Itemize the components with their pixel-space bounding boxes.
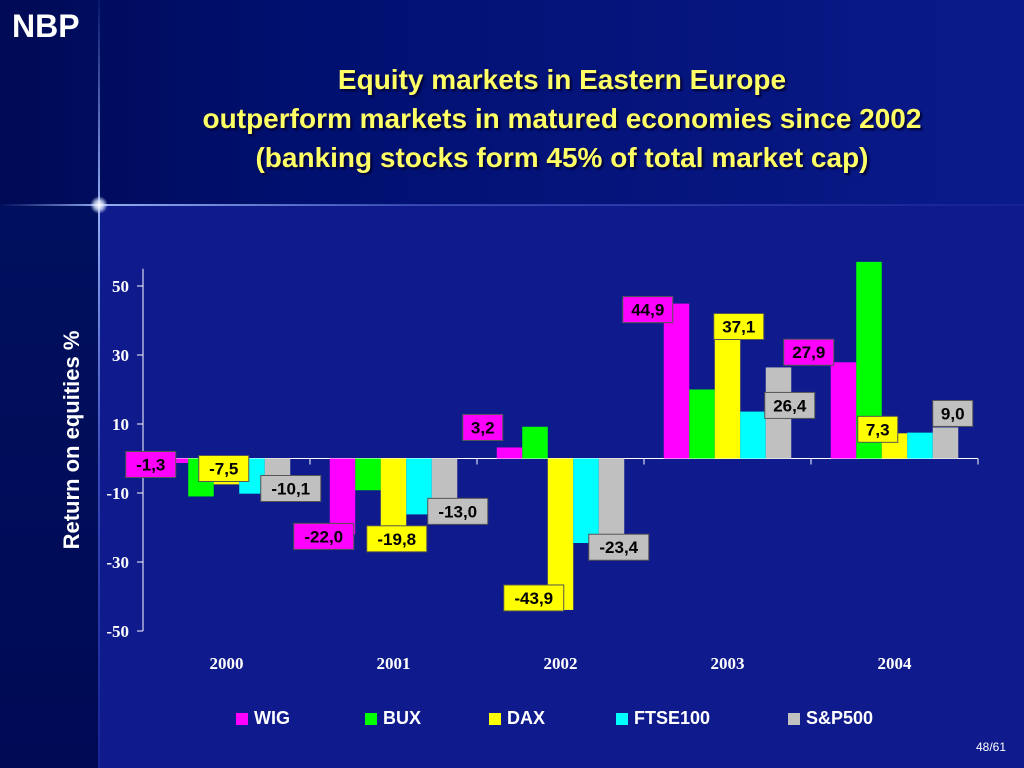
data-label-dax-2001: -19,8: [377, 530, 416, 549]
header-band: [0, 0, 1024, 205]
data-label-box-sp500-2002: [588, 533, 650, 561]
bar-wig-2004: [830, 362, 857, 459]
data-label-sp500-2000: -10,1: [271, 480, 310, 499]
legend-item-sp500: S&P500: [788, 708, 873, 729]
data-label-sp500-2002: -23,4: [599, 538, 638, 557]
bar-ftse100-2004: [907, 432, 933, 459]
data-label-sp500-2004: 9,0: [941, 404, 965, 423]
data-label-box-dax-2003: [713, 313, 765, 341]
data-label-wig-2003: 44,9: [631, 301, 664, 320]
y-tick-label-3: -10: [106, 484, 129, 503]
legend-item-dax: DAX: [489, 708, 545, 729]
data-label-box-wig-2003: [622, 296, 674, 324]
y-tick-label-0: 50: [112, 277, 129, 296]
bar-sp500-2001: [431, 458, 458, 504]
data-label-wig-2000: -1,3: [136, 456, 165, 475]
legend-swatch: [236, 712, 248, 725]
data-label-box-wig-2004: [783, 338, 835, 366]
data-label-box-dax-2002: [503, 584, 565, 612]
legend-label: WIG: [254, 708, 290, 728]
x-tick-label-2000: 2000: [210, 654, 244, 673]
legend-label: BUX: [383, 708, 422, 728]
logo: NBP: [12, 8, 80, 44]
x-tick-label-2003: 2003: [711, 654, 745, 673]
data-label-wig-2004: 27,9: [792, 343, 825, 362]
title-line-3: (banking stocks form 45% of total market…: [255, 142, 869, 173]
x-tick-label-2001: 2001: [377, 654, 411, 673]
bar-ftse100-2002: [573, 458, 599, 544]
legend-swatch: [616, 712, 628, 725]
data-label-box-sp500-2001: [427, 497, 489, 525]
data-label-box-sp500-2004: [932, 399, 974, 427]
legend-item-bux: BUX: [365, 708, 421, 729]
bar-bux-2002: [522, 426, 548, 459]
legend-item-ftse100: FTSE100: [616, 708, 710, 729]
data-label-box-dax-2001: [366, 525, 428, 553]
bar-bux-2001: [355, 458, 381, 491]
bar-dax-2001: [380, 458, 407, 527]
legend-label: S&P500: [806, 708, 874, 728]
data-label-dax-2003: 37,1: [722, 318, 755, 337]
left-band: [0, 205, 98, 768]
data-label-dax-2002: -43,9: [514, 589, 553, 608]
data-label-wig-2001: -22,0: [304, 527, 343, 546]
data-label-dax-2004: 7,3: [866, 420, 890, 439]
bar-wig-2003: [663, 303, 690, 459]
legend-swatch: [489, 712, 501, 725]
y-tick-label-2: 10: [112, 415, 129, 434]
bar-sp500-2002: [598, 458, 625, 540]
bar-sp500-2004: [932, 427, 959, 459]
bar-dax-2003: [714, 330, 741, 459]
slide-title: Equity markets in Eastern Europe outperf…: [100, 60, 1024, 177]
data-label-sp500-2001: -13,0: [438, 502, 477, 521]
data-label-wig-2002: 3,2: [471, 418, 495, 437]
vertical-rule: [98, 0, 100, 768]
page-number: 48/61: [975, 740, 1006, 754]
legend-label: DAX: [507, 708, 546, 728]
data-label-box-sp500-2003: [764, 391, 816, 419]
bar-ftse100-2003: [740, 411, 766, 459]
data-label-box-dax-2000: [198, 455, 250, 482]
data-label-box-wig-2000: [125, 451, 177, 478]
y-tick-label-4: -30: [106, 553, 129, 572]
legend-swatch: [365, 712, 377, 725]
data-label-dax-2000: -7,5: [209, 460, 238, 479]
x-tick-label-2002: 2002: [544, 654, 578, 673]
legend-label: FTSE100: [634, 708, 711, 728]
data-label-box-dax-2004: [857, 415, 899, 443]
data-label-box-wig-2002: [462, 413, 504, 441]
chart-legend: WIG BUX DAX FTSE100 S&P500: [0, 708, 1024, 734]
data-label-box-sp500-2000: [260, 475, 322, 502]
data-label-box-wig-2001: [293, 522, 355, 550]
bar-wig-2001: [329, 458, 356, 535]
bar-wig-2002: [496, 447, 523, 459]
title-line-1: Equity markets in Eastern Europe: [337, 64, 787, 95]
legend-item-wig: WIG: [236, 708, 290, 729]
x-tick-label-2004: 2004: [878, 654, 913, 673]
y-tick-label-5: -50: [106, 622, 129, 641]
data-label-sp500-2003: 26,4: [773, 396, 807, 415]
sparkle-icon: [90, 196, 108, 214]
y-tick-label-1: 30: [112, 346, 129, 365]
title-line-2: outperform markets in matured economies …: [202, 103, 922, 134]
legend-swatch: [788, 712, 800, 725]
horizontal-rule: [0, 204, 1024, 206]
bar-bux-2003: [689, 389, 715, 459]
